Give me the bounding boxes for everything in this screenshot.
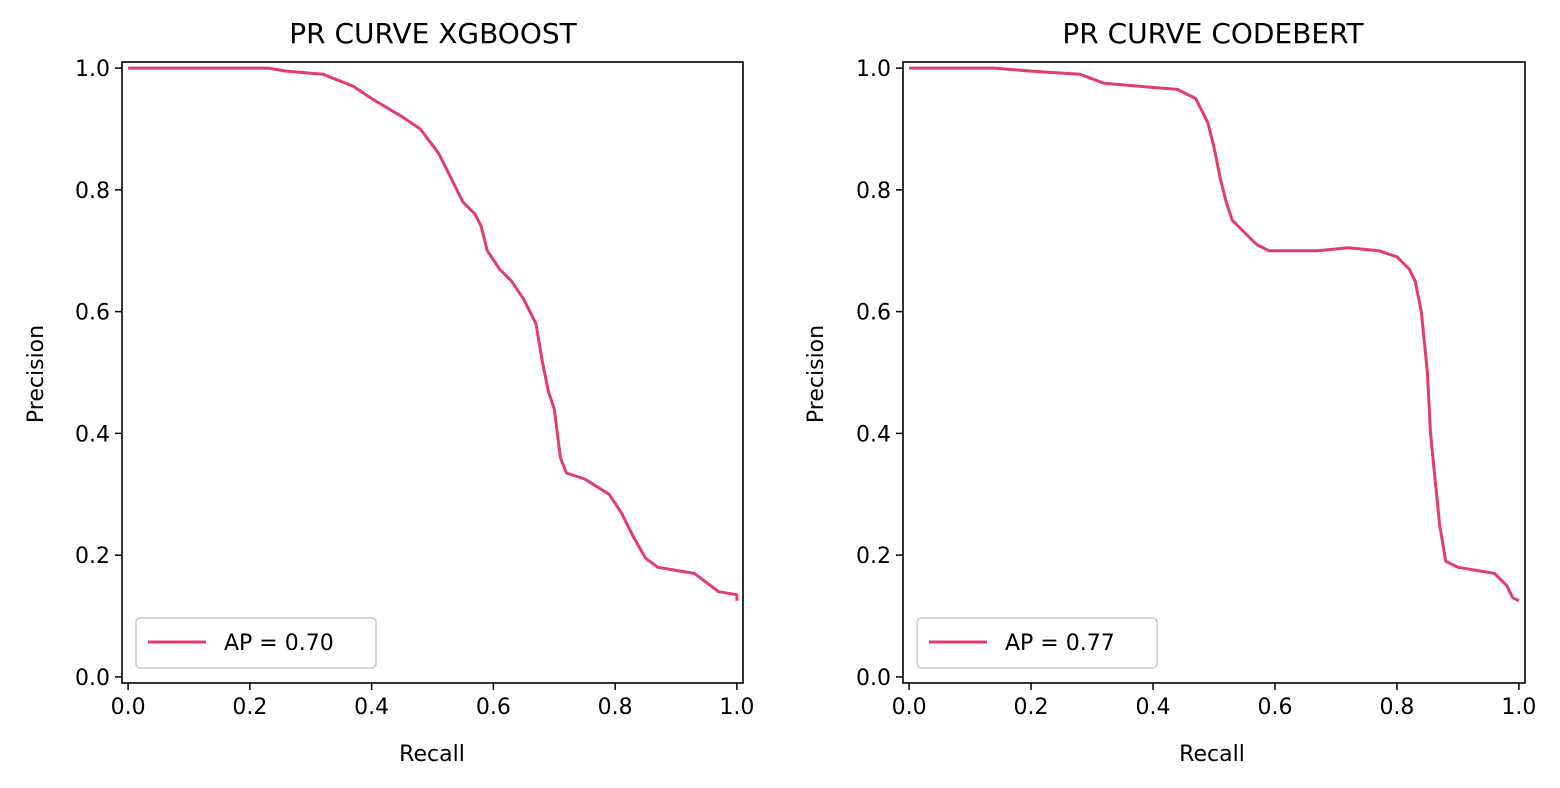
y-tick-label: 0.8 (856, 179, 891, 204)
y-tick-label: 0.2 (75, 544, 110, 569)
x-tick-label: 0.8 (598, 695, 633, 720)
chart-codebert: PR CURVE CODEBERT 0.0 0.2 0.4 0.6 0.8 1.00.00… (804, 17, 1536, 767)
x-axis-label: Recall (1179, 742, 1245, 767)
y-tick-label: 0.4 (75, 422, 110, 447)
legend-box (135, 617, 377, 669)
y-tick-label: 0.8 (75, 179, 110, 204)
x-tick-label: 0.0 (892, 695, 927, 720)
chart-xgboost: PR CURVE XGBOOST 0.0 0.2 0.4 0.6 0.8 1.00.00.… (24, 17, 754, 767)
chart-title: PR CURVE XGBOOST (289, 17, 577, 50)
y-tick-label: 0.0 (856, 666, 891, 691)
x-tick-label: 0.6 (476, 695, 511, 720)
axes-frame (121, 61, 744, 684)
x-tick-label: 0.2 (1014, 695, 1049, 720)
y-tick-label: 0.6 (75, 301, 110, 326)
x-tick-label: 0.0 (111, 695, 146, 720)
y-tick-label: 0.6 (856, 301, 891, 326)
series-line-0 (128, 66, 739, 601)
x-tick-label: 0.8 (1379, 695, 1414, 720)
x-tick-label: 0.6 (1257, 695, 1292, 720)
series-line-0 (909, 66, 1520, 603)
y-tick-label: 0.0 (75, 666, 110, 691)
y-axis-label: Precision (24, 325, 49, 423)
y-tick-label: 0.4 (856, 422, 891, 447)
legend-label: AP = 0.77 (1005, 631, 1115, 656)
x-tick-label: 1.0 (719, 695, 754, 720)
chart-title: PR CURVE CODEBERT (1062, 17, 1364, 50)
x-tick-label: 0.4 (1136, 695, 1171, 720)
axes-frame (902, 61, 1526, 684)
x-tick-label: 0.2 (232, 695, 267, 720)
legend-label: AP = 0.70 (224, 631, 334, 656)
legend: AP = 0.70 (135, 617, 377, 669)
plot-area: 0.0 0.2 0.4 0.6 0.8 1.0 0.0 0.2 0.4 0.6 0.8 1.0 (856, 57, 1536, 720)
legend-box (916, 617, 1158, 669)
y-tick-label: 1.0 (856, 57, 891, 82)
x-tick-label: 1.0 (1501, 695, 1536, 720)
x-tick-label: 0.4 (354, 695, 389, 720)
x-axis-label: Recall (399, 742, 465, 767)
y-tick-label: 1.0 (75, 57, 110, 82)
y-axis-label: Precision (804, 325, 829, 423)
legend: AP = 0.77 (916, 617, 1158, 669)
y-tick-label: 0.2 (856, 544, 891, 569)
plot-area: 0.0 0.2 0.4 0.6 0.8 1.0 0.0 0.2 0.4 0.6 0.8 1.0 (75, 57, 754, 720)
